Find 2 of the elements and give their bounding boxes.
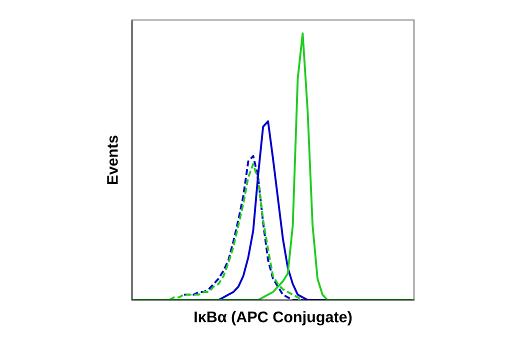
x-axis-title: IκBα (APC Conjugate) <box>194 311 352 326</box>
y-axis-title: Events <box>107 136 118 184</box>
